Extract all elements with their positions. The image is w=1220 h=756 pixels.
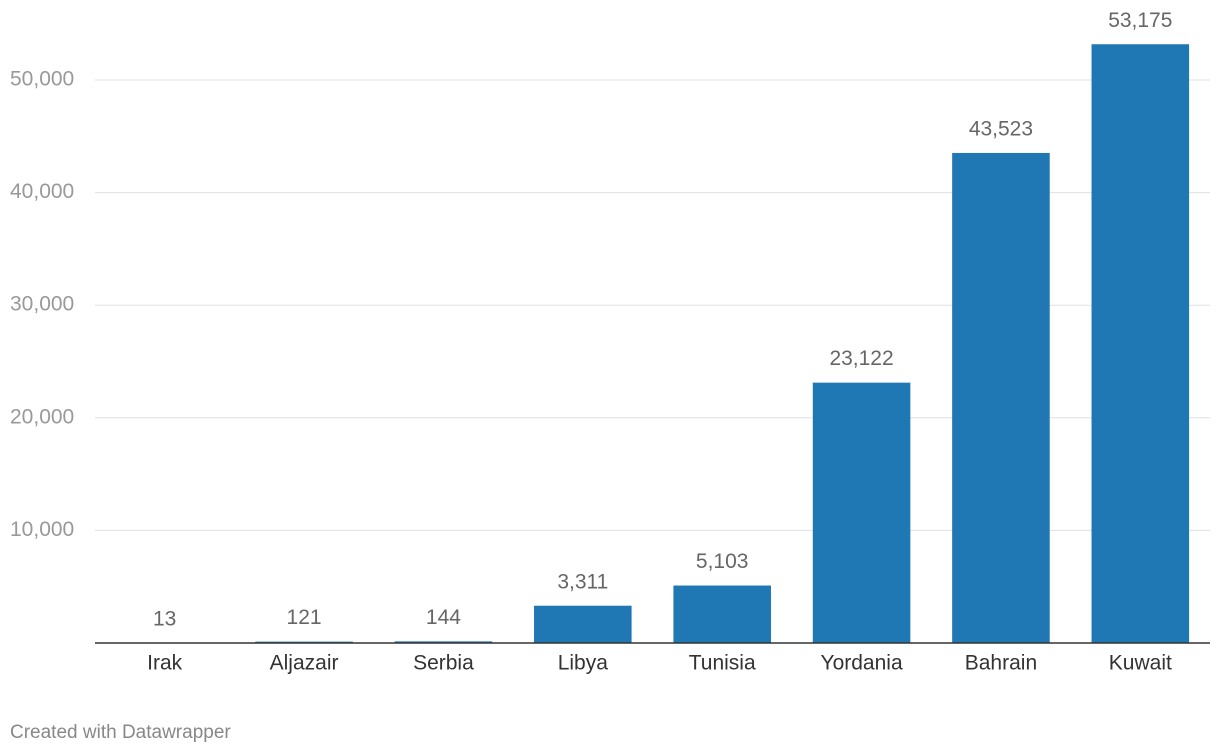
bar: [812, 382, 911, 643]
y-tick-label: 50,000: [10, 68, 74, 91]
bar: [394, 641, 493, 643]
x-tick-label: Bahrain: [965, 652, 1037, 675]
x-tick-label: Tunisia: [689, 652, 756, 675]
y-tick-label: 30,000: [10, 293, 74, 316]
value-label: 53,175: [1108, 9, 1172, 32]
bar: [534, 605, 632, 643]
y-tick-label: 20,000: [10, 405, 74, 428]
x-tick-label: Kuwait: [1109, 652, 1172, 675]
value-label: 13: [153, 607, 176, 630]
y-tick-label: 40,000: [10, 180, 74, 203]
value-label: 43,523: [969, 117, 1033, 140]
x-tick-label: Aljazair: [270, 652, 339, 675]
bar: [952, 152, 1050, 643]
footer: Created with Datawrapper: [10, 722, 231, 743]
x-tick-label: Irak: [147, 652, 183, 675]
y-tick-label: 10,000: [10, 518, 74, 541]
value-label: 144: [426, 606, 461, 629]
bar: [673, 585, 771, 643]
x-tick-label: Libya: [558, 652, 609, 675]
bar: [1091, 44, 1190, 643]
value-label: 121: [287, 606, 322, 629]
value-label: 5,103: [696, 550, 749, 573]
value-label: 23,122: [829, 347, 893, 370]
x-tick-label: Serbia: [413, 652, 474, 675]
value-label: 3,311: [557, 570, 608, 593]
x-tick-label: Yordania: [820, 652, 902, 675]
